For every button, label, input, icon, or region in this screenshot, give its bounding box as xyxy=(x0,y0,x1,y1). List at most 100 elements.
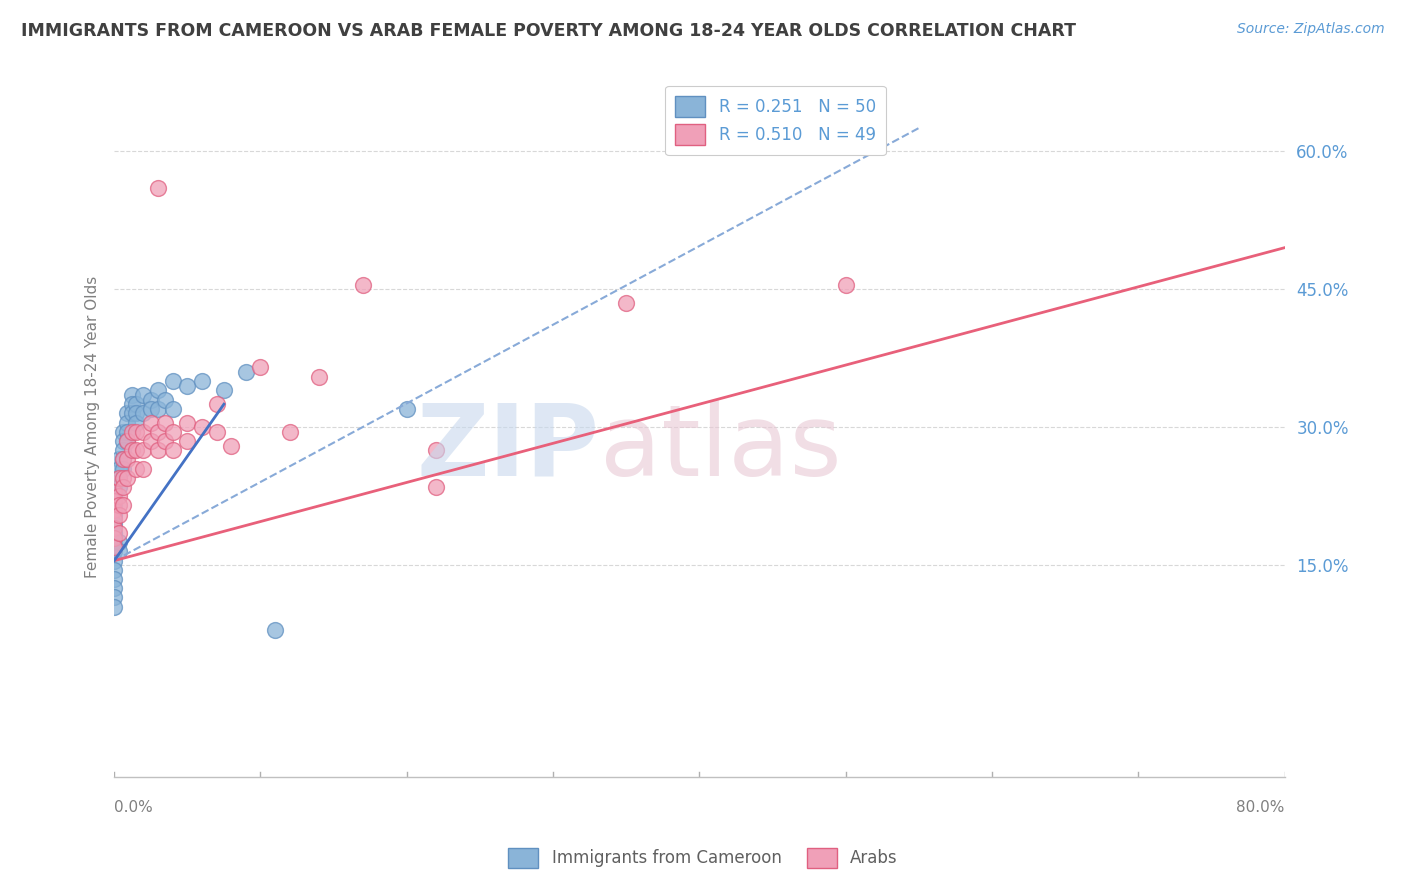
Point xyxy=(111,499,134,513)
Point xyxy=(103,484,125,499)
Point xyxy=(125,406,148,420)
Point xyxy=(146,443,169,458)
Point xyxy=(212,384,235,398)
Point xyxy=(132,388,155,402)
Point xyxy=(121,406,143,420)
Point xyxy=(103,540,125,554)
Point xyxy=(162,374,184,388)
Point xyxy=(125,425,148,439)
Point xyxy=(103,526,125,541)
Point xyxy=(146,425,169,439)
Point xyxy=(117,406,139,420)
Point xyxy=(117,416,139,430)
Point xyxy=(107,471,129,485)
Point xyxy=(117,425,139,439)
Point xyxy=(103,535,125,549)
Point xyxy=(235,365,257,379)
Legend: R = 0.251   N = 50, R = 0.510   N = 49: R = 0.251 N = 50, R = 0.510 N = 49 xyxy=(665,86,886,155)
Point xyxy=(162,425,184,439)
Point xyxy=(249,360,271,375)
Point xyxy=(146,401,169,416)
Point xyxy=(103,582,125,596)
Text: atlas: atlas xyxy=(600,400,842,497)
Point xyxy=(125,397,148,411)
Point xyxy=(176,434,198,448)
Point xyxy=(121,397,143,411)
Point xyxy=(162,443,184,458)
Point xyxy=(107,471,129,485)
Point xyxy=(121,425,143,439)
Point xyxy=(103,531,125,545)
Point xyxy=(278,425,301,439)
Point xyxy=(117,434,139,448)
Point xyxy=(107,499,129,513)
Point xyxy=(103,516,125,531)
Point xyxy=(264,623,287,637)
Point xyxy=(125,416,148,430)
Text: 80.0%: 80.0% xyxy=(1236,800,1285,815)
Point xyxy=(205,397,228,411)
Point xyxy=(146,181,169,195)
Point xyxy=(308,369,330,384)
Point xyxy=(155,392,177,407)
Point xyxy=(107,461,129,475)
Point xyxy=(132,425,155,439)
Point xyxy=(139,434,162,448)
Point xyxy=(111,480,134,494)
Point xyxy=(146,384,169,398)
Point xyxy=(103,508,125,522)
Point xyxy=(117,434,139,448)
Point xyxy=(111,434,134,448)
Point xyxy=(107,508,129,522)
Point xyxy=(103,480,125,494)
Point xyxy=(111,425,134,439)
Point xyxy=(103,489,125,503)
Point xyxy=(103,544,125,558)
Point xyxy=(111,471,134,485)
Point xyxy=(103,493,125,508)
Point xyxy=(117,452,139,467)
Point xyxy=(111,452,134,467)
Point xyxy=(107,535,129,549)
Point xyxy=(176,378,198,392)
Point xyxy=(132,406,155,420)
Point xyxy=(205,425,228,439)
Point xyxy=(425,480,447,494)
Point xyxy=(107,489,129,503)
Point xyxy=(176,416,198,430)
Point xyxy=(111,443,134,458)
Point xyxy=(132,443,155,458)
Text: IMMIGRANTS FROM CAMEROON VS ARAB FEMALE POVERTY AMONG 18-24 YEAR OLDS CORRELATIO: IMMIGRANTS FROM CAMEROON VS ARAB FEMALE … xyxy=(21,22,1076,40)
Point xyxy=(103,599,125,614)
Y-axis label: Female Poverty Among 18-24 Year Olds: Female Poverty Among 18-24 Year Olds xyxy=(86,277,100,578)
Point xyxy=(103,563,125,577)
Point xyxy=(103,572,125,586)
Point xyxy=(139,416,162,430)
Point xyxy=(111,461,134,475)
Point xyxy=(125,461,148,475)
Point xyxy=(191,374,214,388)
Text: 0.0%: 0.0% xyxy=(114,800,153,815)
Point xyxy=(139,392,162,407)
Point xyxy=(132,461,155,475)
Point xyxy=(107,452,129,467)
Point xyxy=(125,443,148,458)
Text: ZIP: ZIP xyxy=(418,400,600,497)
Point xyxy=(219,439,242,453)
Point xyxy=(121,443,143,458)
Point xyxy=(191,420,214,434)
Point xyxy=(614,296,637,310)
Text: Source: ZipAtlas.com: Source: ZipAtlas.com xyxy=(1237,22,1385,37)
Point xyxy=(117,471,139,485)
Point xyxy=(121,388,143,402)
Point xyxy=(107,480,129,494)
Point xyxy=(162,401,184,416)
Point xyxy=(155,434,177,448)
Point xyxy=(103,503,125,517)
Point xyxy=(103,554,125,568)
Point xyxy=(111,452,134,467)
Point xyxy=(107,544,129,558)
Point xyxy=(139,401,162,416)
Point xyxy=(103,512,125,526)
Point xyxy=(107,526,129,541)
